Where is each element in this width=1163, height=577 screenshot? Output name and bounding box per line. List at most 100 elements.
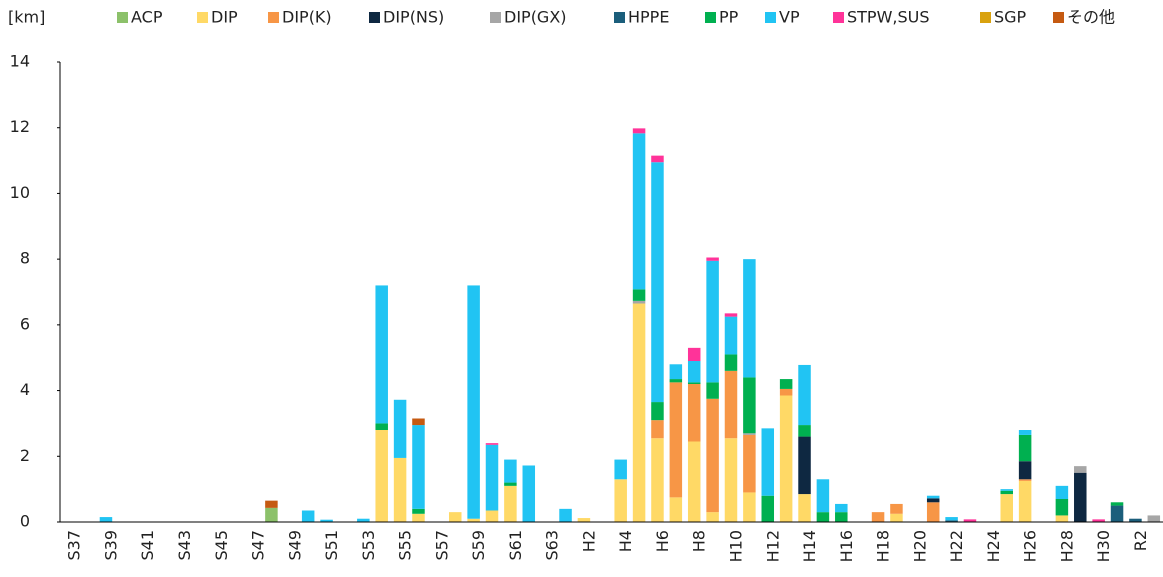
bar-segment [724,316,738,355]
x-tick-label: H2 [579,530,598,552]
bar-segment [779,379,793,389]
bar-segment [320,519,333,522]
bar-segment [1055,499,1069,516]
bar-segment [669,497,683,522]
bar-segment [687,361,701,383]
x-tick-label: H22 [947,530,966,562]
bar-segment [926,502,940,522]
bar-segment [412,418,425,426]
bar-segment [669,364,683,380]
bar-segment [357,518,370,522]
legend-swatch [490,12,501,23]
bar-segment [504,485,517,522]
bar-segment [1018,430,1032,435]
bar-segment [890,503,903,514]
bar-segment [522,465,536,522]
bar-segment [669,379,683,383]
bar-segment [706,257,719,261]
legend-swatch [614,12,625,23]
bar-segment [1018,434,1032,462]
legend-swatch [1053,12,1064,23]
bar-segment [724,438,738,522]
x-tick-label: H10 [726,530,745,562]
bar-segment [743,259,756,378]
y-tick-label: 6 [20,314,30,333]
bar-segment [1000,490,1013,495]
bar-segment [706,512,719,522]
bar-segment [559,508,572,522]
x-tick-label: S43 [175,530,194,561]
bar-segment [743,492,756,522]
x-tick-label: H4 [616,530,635,552]
x-tick-label: R2 [1131,530,1150,551]
bar-segment [926,495,940,499]
legend-label: VP [779,8,800,27]
bar-segment [485,510,499,522]
bar-segment [1074,466,1087,473]
bar-segment [412,508,425,514]
legend-label: SGP [994,8,1027,27]
bar-segment [798,436,811,495]
bar-segment [687,384,701,442]
bar-segment [1055,485,1069,499]
bar-segment [1000,494,1013,522]
legend-label: ACP [131,8,163,27]
bar-segment [651,162,664,403]
bar-segment [687,382,701,384]
bar-segment [614,479,627,522]
bar-segment [926,498,940,503]
bar-segment [504,482,517,486]
x-tick-label: S57 [432,530,451,561]
x-tick-label: H30 [1094,530,1113,562]
legend-swatch [197,12,208,23]
bar-segment [448,512,462,522]
bar-segment [467,518,480,522]
bar-segment [835,512,848,522]
legend-swatch [117,12,128,23]
y-tick-label: 14 [10,52,30,71]
bar-segment [614,459,627,480]
legend-label: その他 [1067,8,1115,27]
bar-segment [1092,519,1105,522]
x-tick-label: H8 [690,530,709,552]
legend-label: PP [719,8,739,27]
bar-segment [375,423,388,430]
y-unit-label: [km] [8,8,45,27]
x-tick-label: H18 [874,530,893,562]
bar-segment [412,425,425,509]
bar-segment [706,260,719,383]
x-tick-label: H14 [800,530,819,562]
legend-swatch [833,12,844,23]
bar-segment [485,444,499,511]
bar-segment [724,354,738,371]
bar-segment [743,433,756,435]
x-tick-label: S61 [506,530,525,561]
legend-swatch [980,12,991,23]
x-tick-label: H20 [910,530,929,562]
x-tick-label: H28 [1057,530,1076,562]
bar-segment [945,517,958,521]
bar-segment [393,399,407,458]
x-tick-label: H24 [984,530,1003,562]
legend-label: DIP [211,8,238,27]
bar-segment [375,285,388,424]
bar-segment [871,512,885,522]
x-tick-label: S63 [543,530,562,561]
x-tick-label: S41 [138,530,157,561]
x-tick-label: S51 [322,530,341,561]
bar-segment [724,313,738,317]
bar-segment [816,479,830,513]
bar-segment [412,513,425,522]
legend-swatch [268,12,279,23]
bar-segment [798,364,811,426]
bar-segment [1000,489,1013,491]
bar-segment [1018,461,1032,480]
bar-segment [798,425,811,437]
bar-segment [1147,515,1161,522]
bar-segment [1055,515,1069,522]
x-tick-label: H26 [1021,530,1040,562]
x-tick-label: S53 [359,530,378,561]
y-tick-label: 8 [20,249,30,268]
x-tick-label: S49 [285,530,304,561]
